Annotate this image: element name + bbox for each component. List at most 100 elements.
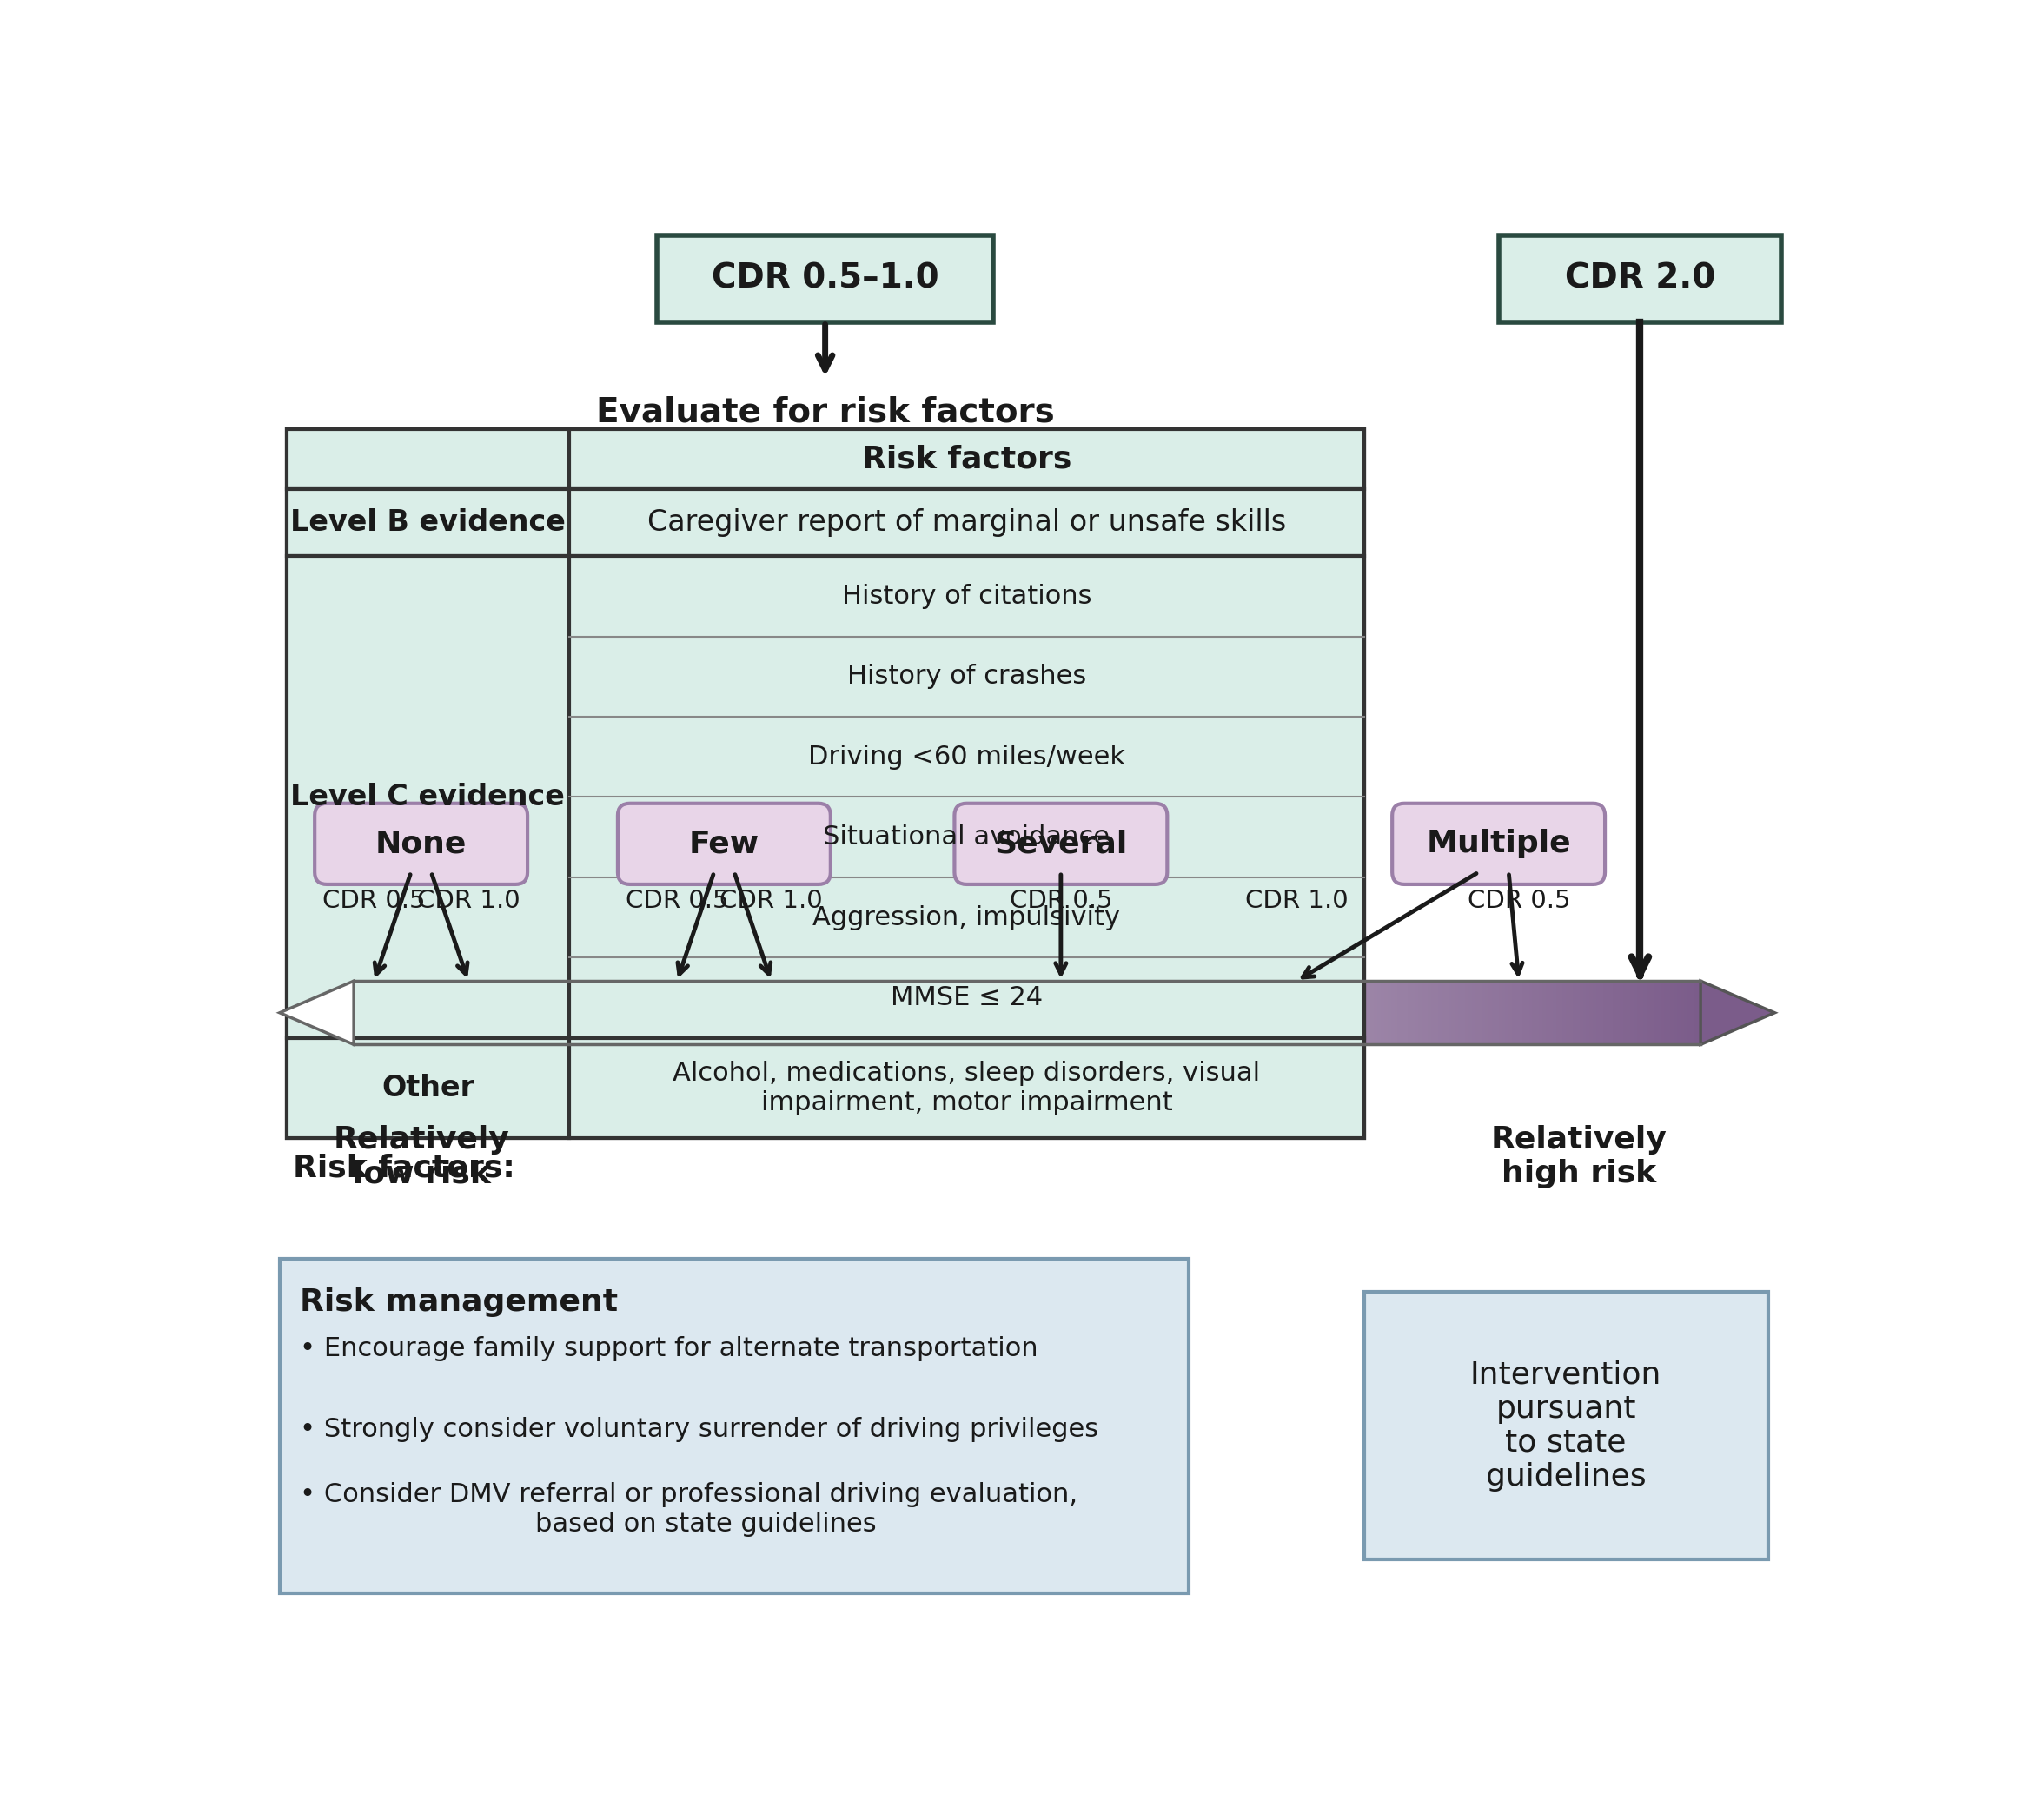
Text: CDR 0.5: CDR 0.5 xyxy=(625,888,728,914)
Text: Multiple: Multiple xyxy=(1426,830,1571,859)
Bar xyxy=(710,981,718,1045)
Bar xyxy=(1345,981,1351,1045)
Bar xyxy=(663,981,669,1045)
Bar xyxy=(1037,981,1043,1045)
Bar xyxy=(1260,981,1266,1045)
FancyBboxPatch shape xyxy=(1393,803,1605,885)
Bar xyxy=(1397,981,1405,1045)
Bar xyxy=(287,557,570,1037)
Bar xyxy=(421,981,429,1045)
Bar xyxy=(1280,981,1286,1045)
Bar xyxy=(570,1037,1365,1138)
Bar xyxy=(956,981,962,1045)
Bar xyxy=(1626,981,1634,1045)
Bar xyxy=(1225,981,1233,1045)
Bar xyxy=(1074,981,1082,1045)
Bar xyxy=(841,981,849,1045)
Bar xyxy=(1286,981,1294,1045)
Bar xyxy=(1118,981,1124,1045)
Bar xyxy=(1680,981,1686,1045)
Bar xyxy=(1114,981,1122,1045)
Bar xyxy=(1335,981,1341,1045)
Bar xyxy=(1290,981,1296,1045)
Bar xyxy=(1017,981,1023,1045)
Bar xyxy=(657,235,993,322)
Bar xyxy=(1365,1292,1767,1560)
Bar xyxy=(455,981,461,1045)
Text: None: None xyxy=(376,830,467,859)
Bar xyxy=(926,981,932,1045)
Bar xyxy=(1294,981,1300,1045)
Bar xyxy=(596,981,603,1045)
Bar xyxy=(993,981,1001,1045)
Bar xyxy=(1684,981,1690,1045)
Bar xyxy=(1108,981,1114,1045)
Bar xyxy=(821,981,829,1045)
Bar xyxy=(714,981,720,1045)
Bar xyxy=(475,981,481,1045)
Bar xyxy=(1068,981,1074,1045)
Bar xyxy=(1031,981,1037,1045)
Bar xyxy=(694,981,700,1045)
Bar xyxy=(720,981,728,1045)
Bar xyxy=(1266,981,1274,1045)
Bar xyxy=(738,981,744,1045)
Bar xyxy=(785,981,791,1045)
Bar xyxy=(1624,981,1630,1045)
Bar xyxy=(1690,981,1696,1045)
Bar xyxy=(880,981,886,1045)
Bar xyxy=(1498,235,1781,322)
Bar xyxy=(1007,981,1013,1045)
Bar xyxy=(1195,981,1203,1045)
Bar xyxy=(1326,981,1335,1045)
Bar xyxy=(1310,981,1316,1045)
Bar xyxy=(536,981,542,1045)
Bar xyxy=(809,981,815,1045)
Bar xyxy=(1193,981,1199,1045)
Bar xyxy=(1361,981,1367,1045)
Bar xyxy=(623,981,631,1045)
Bar xyxy=(1569,981,1575,1045)
Bar xyxy=(590,981,596,1045)
Bar xyxy=(805,981,811,1045)
Bar xyxy=(287,430,1365,1138)
Bar xyxy=(991,981,997,1045)
Bar xyxy=(1284,981,1290,1045)
Bar xyxy=(1033,981,1041,1045)
Bar xyxy=(360,981,368,1045)
Bar xyxy=(1124,981,1132,1045)
Bar xyxy=(768,981,774,1045)
Bar xyxy=(287,490,570,557)
Bar xyxy=(774,981,780,1045)
Bar xyxy=(700,981,708,1045)
Bar xyxy=(1320,981,1326,1045)
Bar xyxy=(1468,981,1474,1045)
Bar xyxy=(1330,981,1337,1045)
Bar xyxy=(637,981,643,1045)
Bar xyxy=(1062,981,1068,1045)
Bar xyxy=(1670,981,1676,1045)
Bar xyxy=(1254,981,1260,1045)
Bar xyxy=(384,981,390,1045)
Bar xyxy=(920,981,926,1045)
Bar xyxy=(744,981,750,1045)
Bar xyxy=(1644,981,1650,1045)
Text: CDR 1.0: CDR 1.0 xyxy=(417,888,520,914)
Bar xyxy=(728,981,734,1045)
Bar xyxy=(1215,981,1223,1045)
Bar xyxy=(491,981,499,1045)
Bar xyxy=(1545,981,1553,1045)
Bar xyxy=(811,981,819,1045)
Bar xyxy=(1011,981,1017,1045)
Bar xyxy=(570,557,1365,1037)
Bar xyxy=(764,981,770,1045)
Bar xyxy=(603,981,611,1045)
Bar xyxy=(1094,981,1102,1045)
Bar xyxy=(1426,981,1432,1045)
Bar xyxy=(981,981,987,1045)
Bar xyxy=(1498,981,1504,1045)
Bar xyxy=(1205,981,1213,1045)
Bar xyxy=(1314,981,1320,1045)
Bar xyxy=(1488,981,1494,1045)
Bar xyxy=(916,981,922,1045)
